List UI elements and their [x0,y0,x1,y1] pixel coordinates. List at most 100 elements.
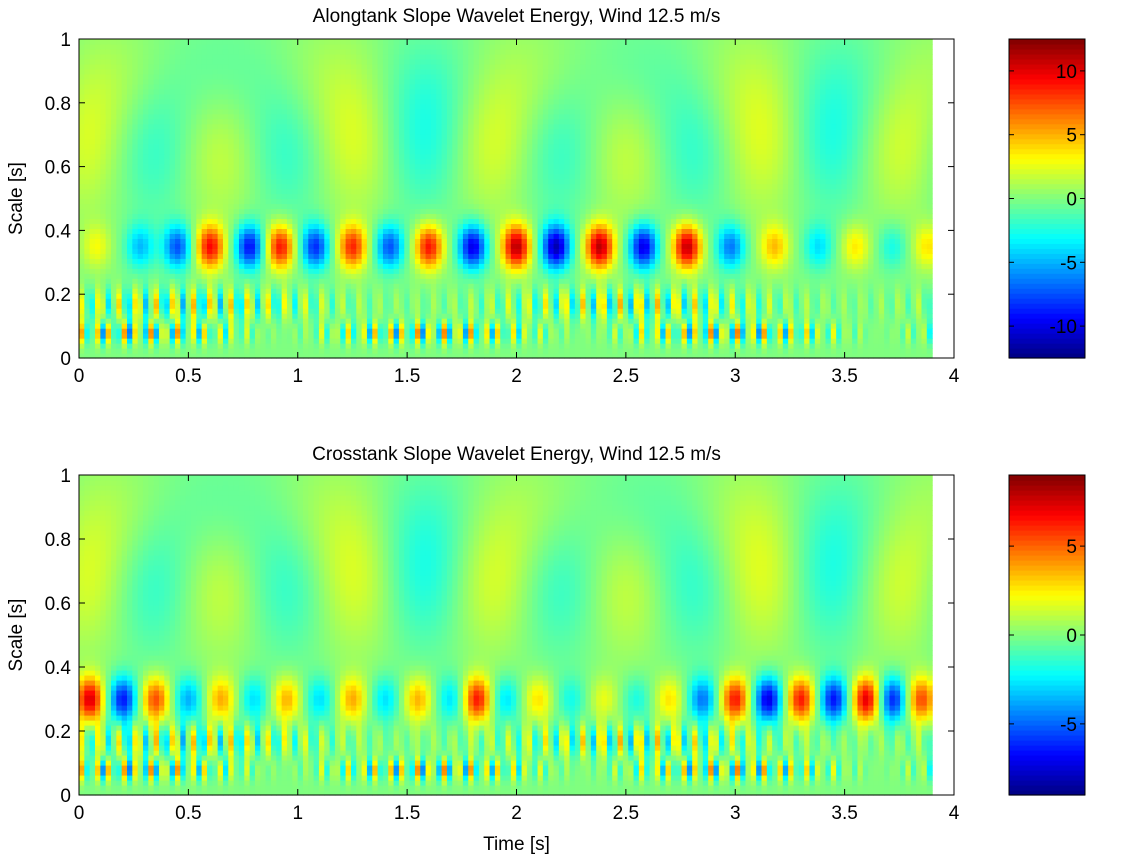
heatmap-cell [170,263,176,269]
heatmap-cell [319,218,325,224]
heatmap-cell [159,208,165,214]
heatmap-cell [778,263,784,269]
heatmap-cell [410,253,416,259]
heatmap-cell [564,248,570,254]
heatmap-cell [639,303,645,309]
heatmap-cell [895,213,901,219]
heatmap-cell [484,203,490,209]
heatmap-cell [399,333,405,339]
heatmap-cell [895,248,901,254]
heatmap-cell [612,243,618,249]
heatmap-cell [911,208,917,214]
heatmap-cell [340,343,346,349]
heatmap-cell [708,228,714,234]
heatmap-cell [319,213,325,219]
heatmap-cell [591,268,597,274]
heatmap-cell [271,268,277,274]
heatmap-cell [362,298,368,304]
heatmap-cell [404,283,410,289]
heatmap-cell [260,253,266,259]
heatmap-cell [559,253,565,259]
heatmap-cell [575,333,581,339]
heatmap-cell [676,223,682,229]
heatmap-cell [746,288,752,294]
heatmap-cell [580,213,586,219]
heatmap-cell [479,278,485,284]
heatmap-cell [783,258,789,264]
heatmap-cell [857,333,863,339]
heatmap-cell [538,258,544,264]
heatmap-cell [319,323,325,329]
heatmap-cell [426,323,432,329]
heatmap-cell [442,288,448,294]
heatmap-cell [698,278,704,284]
heatmap-cell [911,313,917,319]
heatmap-cell [538,268,544,274]
heatmap-cell [255,328,261,334]
heatmap-cell [404,253,410,259]
heatmap-cell [490,273,496,279]
heatmap-cell [527,328,533,334]
heatmap-cell [218,268,224,274]
heatmap-cell [202,248,208,254]
heatmap-cell [639,328,645,334]
heatmap-cell [468,263,474,269]
heatmap-cell [351,293,357,299]
heatmap-cell [559,213,565,219]
heatmap-cell [468,283,474,289]
heatmap-cell [458,333,464,339]
heatmap-cell [548,253,554,259]
heatmap-cell [452,268,458,274]
heatmap-cell [735,313,741,319]
heatmap-cell [740,333,746,339]
heatmap-cell [602,213,608,219]
heatmap-cell [703,328,709,334]
heatmap-cell [452,278,458,284]
heatmap-cell [330,298,336,304]
heatmap-cell [580,263,586,269]
heatmap-cell [500,303,506,309]
heatmap-cell [804,323,810,329]
heatmap-cell [180,283,186,289]
heatmap-cell [900,338,906,344]
heatmap-cell [191,288,197,294]
heatmap-cell [298,313,304,319]
heatmap-cell [170,338,176,344]
heatmap-cell [618,208,624,214]
heatmap-cell [415,263,421,269]
heatmap-cell [410,348,416,354]
heatmap-cell [314,258,320,264]
heatmap-cell [767,328,773,334]
heatmap-cell [815,313,821,319]
heatmap-cell [447,263,453,269]
heatmap-cell [250,313,256,319]
heatmap-cell [495,333,501,339]
heatmap-cell [612,238,618,244]
heatmap-cell [815,213,821,219]
heatmap-cell [378,313,384,319]
heatmap-cell [106,278,112,284]
heatmap-cell [602,343,608,349]
heatmap-cell [527,348,533,354]
heatmap-cell [303,323,309,329]
heatmap-cell [212,228,218,234]
heatmap-cell [868,313,874,319]
heatmap-cell [266,233,272,239]
heatmap-cell [196,218,202,224]
heatmap-cell [378,228,384,234]
heatmap-cell [820,243,826,249]
heatmap-cell [692,258,698,264]
heatmap-cell [889,303,895,309]
heatmap-cell [79,273,85,279]
heatmap-cell [244,283,250,289]
heatmap-cell [287,268,293,274]
heatmap-cell [650,343,656,349]
heatmap-cell [218,343,224,349]
heatmap-cell [586,338,592,344]
heatmap-cell [351,328,357,334]
heatmap-cell [90,288,96,294]
heatmap-cell [666,203,672,209]
heatmap-cell [580,283,586,289]
heatmap-cell [676,298,682,304]
heatmap-cell [244,338,250,344]
